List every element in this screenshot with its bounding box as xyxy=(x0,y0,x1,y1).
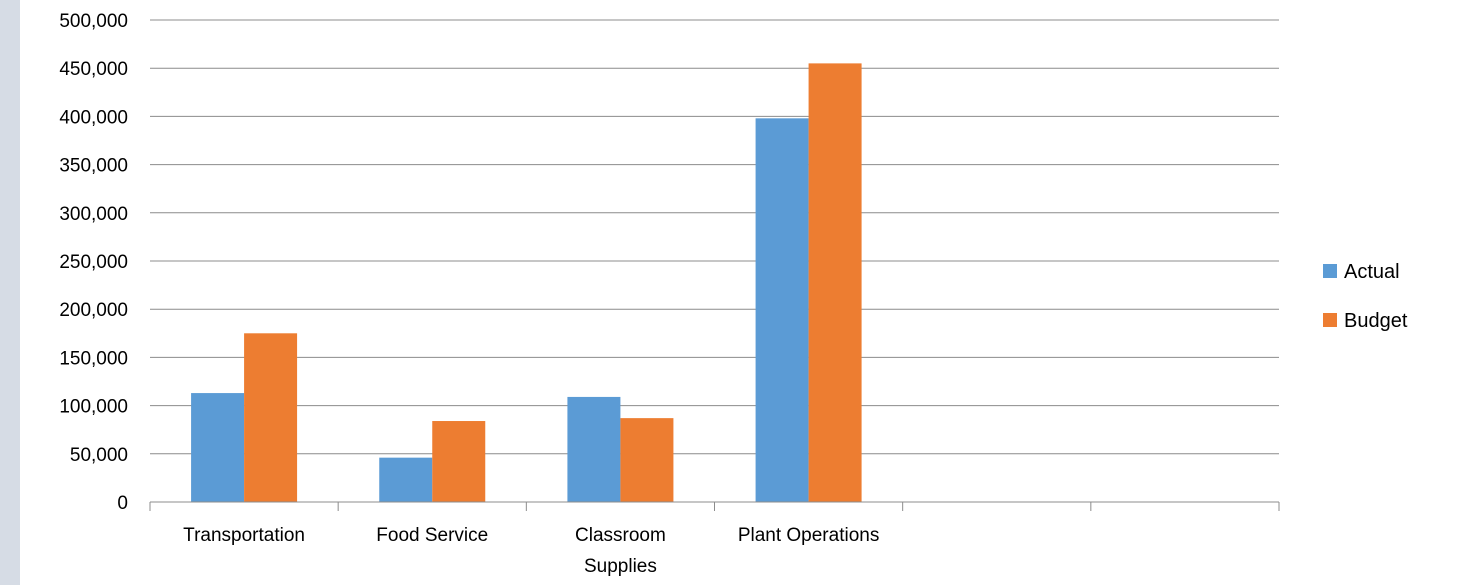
x-tick-label: Plant Operations xyxy=(738,525,880,546)
y-tick-label: 450,000 xyxy=(59,59,128,80)
y-tick-label: 300,000 xyxy=(59,204,128,225)
bars xyxy=(191,63,862,502)
y-tick-label: 200,000 xyxy=(59,300,128,321)
bar-budget xyxy=(432,421,486,502)
x-tick-label: Food Service xyxy=(376,525,488,546)
y-tick-label: 400,000 xyxy=(59,107,128,128)
gridlines xyxy=(150,19,1279,455)
x-tick-label-line: Supplies xyxy=(584,556,657,577)
legend-label-budget: Budget xyxy=(1344,310,1408,332)
x-tick-label-line: Classroom xyxy=(575,525,666,546)
bar-budget xyxy=(808,63,862,502)
y-tick-label: 150,000 xyxy=(59,348,128,369)
x-tick-label-line: Food Service xyxy=(376,525,488,546)
y-tick-label: 0 xyxy=(117,493,128,514)
y-tick-label: 250,000 xyxy=(59,252,128,273)
x-axis-tick-labels: Transportation Food Service Classroom Suppl… xyxy=(183,525,879,577)
y-tick-label: 50,000 xyxy=(70,445,128,466)
legend-swatch-actual xyxy=(1323,264,1337,278)
y-tick-label: 500,000 xyxy=(59,11,128,32)
x-tick-label-line: Transportation xyxy=(183,525,305,546)
x-tick-label: Transportation xyxy=(183,525,305,546)
left-edge-strip xyxy=(0,0,20,585)
bar-actual xyxy=(191,393,245,502)
y-tick-label: 350,000 xyxy=(59,156,128,177)
bar-actual xyxy=(379,457,433,502)
bar-budget xyxy=(244,333,298,502)
x-tick-label: Classroom Supplies xyxy=(575,525,666,577)
y-tick-label: 100,000 xyxy=(59,397,128,418)
legend-swatch-budget xyxy=(1323,313,1337,327)
legend-label-actual: Actual xyxy=(1344,261,1400,283)
legend: Actual Budget xyxy=(1323,261,1408,332)
x-axis xyxy=(149,501,1280,511)
bar-actual xyxy=(567,396,621,502)
bar-budget xyxy=(620,418,674,502)
y-axis-tick-labels: 0 50,000 100,000 150,000 200,000 250,000 300,0… xyxy=(59,11,128,514)
bar-actual xyxy=(755,118,809,502)
x-tick-label-line: Plant Operations xyxy=(738,525,880,546)
